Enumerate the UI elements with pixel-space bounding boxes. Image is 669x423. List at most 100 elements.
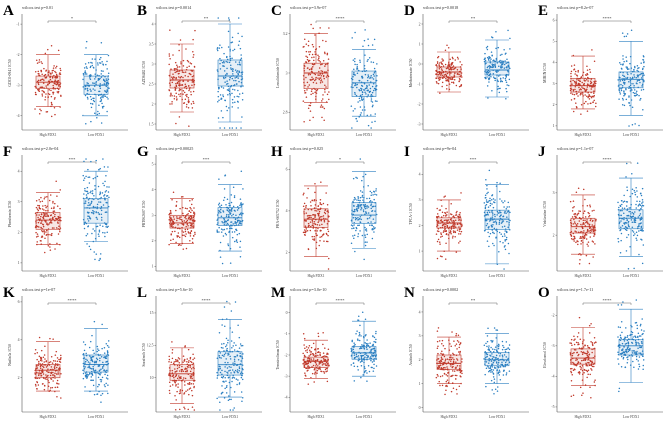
data-point: [491, 54, 494, 57]
data-point: [99, 378, 102, 381]
data-point: [494, 63, 497, 65]
data-point: [623, 75, 626, 77]
data-point: [219, 62, 221, 65]
data-point: [179, 207, 181, 210]
data-point: [34, 369, 36, 372]
data-point: [38, 198, 40, 201]
data-point: [369, 87, 371, 90]
data-point: [445, 77, 447, 80]
data-point: [103, 384, 106, 386]
data-point: [355, 217, 357, 220]
data-point: [586, 219, 588, 221]
data-point: [639, 73, 641, 76]
data-point: [460, 342, 462, 345]
data-point: [350, 364, 352, 366]
data-point: [307, 222, 309, 225]
data-point: [355, 68, 358, 70]
data-point: [178, 376, 180, 379]
data-point: [624, 207, 626, 210]
data-point: [59, 361, 62, 363]
data-point: [303, 219, 306, 222]
data-point: [192, 366, 194, 369]
data-point: [192, 80, 194, 83]
data-point: [228, 19, 230, 21]
data-point: [36, 62, 39, 64]
data-point: [106, 194, 109, 197]
data-point: [106, 60, 108, 63]
data-point: [488, 206, 490, 208]
data-point: [103, 184, 105, 187]
data-point: [173, 218, 175, 220]
data-point: [223, 52, 225, 55]
data-point: [44, 251, 46, 254]
data-point: [230, 347, 233, 349]
data-point: [182, 93, 184, 95]
data-point: [633, 84, 636, 87]
data-point: [309, 221, 311, 223]
data-point: [626, 227, 629, 229]
x-tick-label: Low FDX1: [489, 274, 506, 278]
data-point: [231, 331, 233, 333]
data-point: [572, 216, 574, 218]
data-point: [493, 59, 495, 61]
data-point: [505, 87, 508, 90]
data-point: [226, 80, 228, 82]
data-point: [306, 187, 309, 190]
data-point: [231, 127, 233, 129]
data-point: [105, 63, 107, 66]
y-tick-label: 2: [151, 239, 153, 243]
y-tick-label: 5: [553, 40, 555, 44]
data-point: [373, 336, 375, 339]
data-point: [174, 61, 177, 64]
data-point: [93, 210, 95, 213]
data-point: [589, 223, 591, 226]
data-point: [576, 78, 578, 81]
data-point: [461, 361, 463, 363]
data-point: [43, 354, 46, 356]
data-point: [234, 79, 237, 82]
data-point: [218, 409, 221, 411]
data-point: [43, 366, 45, 369]
data-point: [54, 354, 57, 356]
data-point: [58, 383, 60, 385]
data-point: [362, 204, 364, 206]
data-point: [87, 361, 90, 363]
data-point: [318, 210, 320, 213]
data-point: [224, 175, 226, 177]
data-point: [459, 240, 462, 243]
data-point: [39, 365, 42, 368]
data-point: [87, 176, 89, 179]
data-point: [85, 234, 88, 237]
data-point: [635, 237, 638, 239]
data-point: [232, 79, 235, 82]
data-point: [637, 162, 639, 164]
data-point: [96, 393, 98, 396]
data-point: [590, 80, 592, 83]
y-tick-label: 12.5: [147, 344, 154, 348]
data-point: [227, 213, 230, 216]
data-point: [220, 369, 223, 372]
x-tick-label: High FDX1: [173, 274, 190, 278]
data-point: [188, 383, 191, 385]
panel-letter: H: [271, 144, 283, 160]
data-point: [308, 68, 310, 71]
data-point: [304, 362, 307, 364]
data-point: [576, 75, 579, 77]
data-point: [225, 203, 227, 206]
data-point: [367, 75, 369, 78]
data-point: [103, 356, 105, 359]
group-high: [34, 180, 62, 254]
data-point: [168, 213, 170, 216]
data-point: [626, 72, 629, 74]
data-point: [98, 231, 101, 233]
data-point: [591, 210, 594, 212]
data-point: [93, 352, 95, 355]
data-point: [438, 228, 440, 230]
data-point: [320, 70, 322, 72]
data-point: [306, 370, 308, 372]
data-point: [182, 361, 184, 363]
data-point: [440, 255, 442, 257]
